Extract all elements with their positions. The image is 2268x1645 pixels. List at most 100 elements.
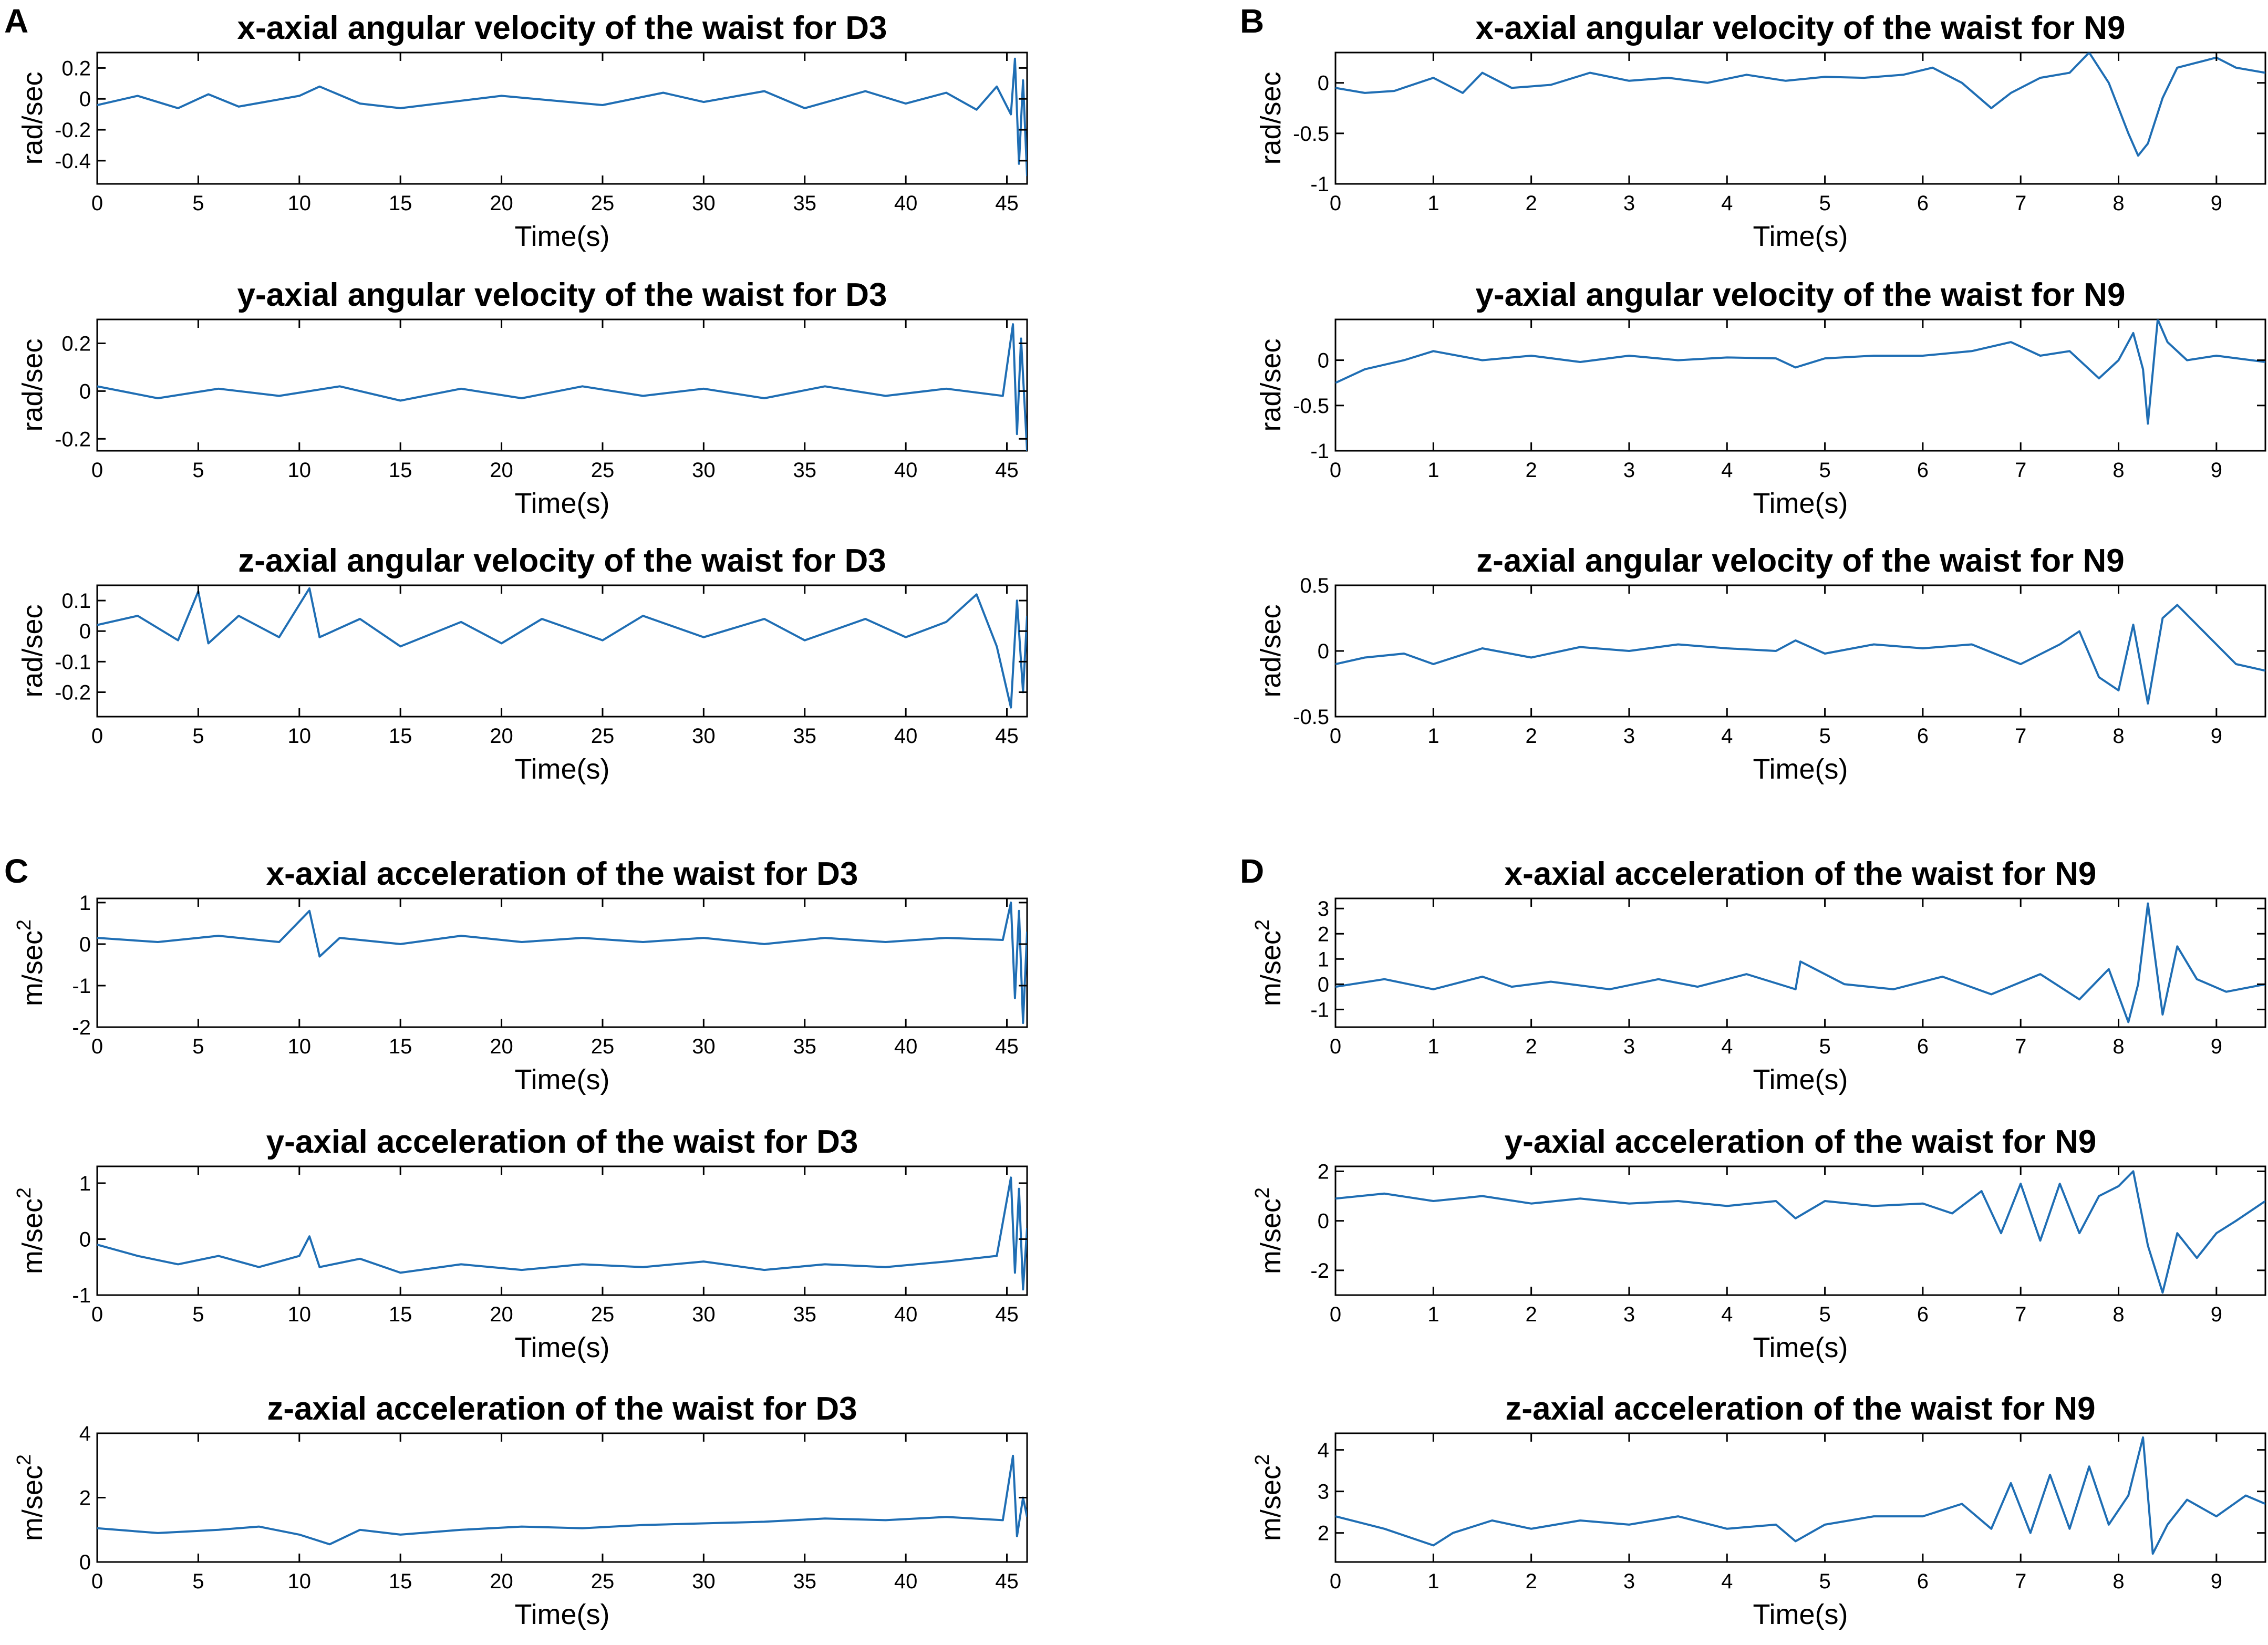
x-tick-label: 25 [591,1303,615,1326]
x-tick-label: 20 [490,1570,513,1593]
y-axis-label: m/sec2 [1251,1187,1287,1274]
subplot-b-2: y-axial angular velocity of the waist fo… [1255,277,2266,519]
subplot-b-3: z-axial angular velocity of the waist fo… [1255,543,2266,785]
series-line [1335,1436,2265,1555]
y-tick-label: 2 [79,1487,91,1510]
series-line [1335,604,2265,705]
y-axis-label: m/sec2 [13,919,48,1006]
subplot-c-1: x-axial acceleration of the waist for D3… [13,856,1028,1095]
x-tick-label: 15 [389,1303,412,1326]
x-tick-label: 4 [1721,192,1733,215]
x-tick-label: 20 [490,725,513,748]
y-tick-label: 4 [79,1422,91,1445]
x-tick-label: 5 [192,459,204,482]
x-tick-label: 2 [1526,459,1537,482]
x-tick-label: 0 [91,192,103,215]
x-tick-label: 4 [1721,1035,1733,1058]
y-tick-label: 0 [1318,72,1329,95]
y-tick-label: 0.2 [61,57,91,80]
y-tick-label: 0 [1318,1210,1329,1233]
y-axis-label: rad/sec [17,604,48,697]
subplot-c-2: y-axial acceleration of the waist for D3… [13,1124,1028,1363]
series-line [1335,1170,2265,1294]
panel-label-b: B [1240,2,1264,40]
x-tick-label: 15 [389,1570,412,1593]
x-tick-label: 45 [995,1570,1019,1593]
x-tick-label: 35 [793,1303,816,1326]
y-tick-label: 0 [1318,349,1329,373]
x-tick-label: 40 [894,1303,918,1326]
subplot-title: y-axial acceleration of the waist for D3 [266,1124,858,1160]
x-tick-label: 3 [1623,725,1635,748]
x-tick-label: 8 [2112,1035,2124,1058]
y-tick-label: -2 [72,1016,91,1039]
x-axis-label: Time(s) [1753,753,1848,785]
x-tick-label: 3 [1623,1303,1635,1326]
x-axis-label: Time(s) [1753,1064,1848,1095]
y-tick-label: -2 [1310,1259,1329,1282]
x-axis-label: Time(s) [515,753,610,785]
x-tick-label: 45 [995,192,1019,215]
x-tick-label: 30 [692,725,716,748]
x-tick-label: 45 [995,1303,1019,1326]
x-tick-label: 45 [995,459,1019,482]
x-axis-label: Time(s) [1753,488,1848,519]
series-line [97,901,1027,1025]
x-tick-label: 5 [1819,1570,1830,1593]
x-tick-label: 25 [591,1570,615,1593]
axes-box [1334,1432,2266,1563]
y-axis-label: rad/sec [1255,71,1287,164]
x-tick-label: 0 [1330,1570,1341,1593]
x-tick-label: 5 [192,1035,204,1058]
x-tick-label: 30 [692,1035,716,1058]
x-axis-label: Time(s) [1753,1599,1848,1630]
panel-label-d: D [1240,852,1264,890]
x-tick-label: 1 [1427,1035,1439,1058]
y-tick-label: 4 [1318,1439,1329,1462]
y-axis-label: rad/sec [1255,604,1287,697]
subplot-title: y-axial acceleration of the waist for N9 [1505,1124,2097,1160]
x-axis-label: Time(s) [515,221,610,252]
subplot-title: x-axial angular velocity of the waist fo… [237,10,887,46]
x-tick-label: 0 [1330,459,1341,482]
y-tick-label: -0.5 [1293,706,1329,729]
x-tick-label: 7 [2015,1570,2026,1593]
x-tick-label: 30 [692,459,716,482]
y-axis-label: rad/sec [1255,338,1287,431]
axes-box [1334,1165,2266,1296]
x-tick-label: 9 [2211,1303,2222,1326]
axes-box [96,897,1028,1028]
x-tick-label: 2 [1526,1035,1537,1058]
x-tick-label: 40 [894,725,918,748]
x-tick-label: 3 [1623,1570,1635,1593]
x-tick-label: 35 [793,459,816,482]
x-tick-label: 45 [995,725,1019,748]
x-tick-label: 7 [2015,192,2026,215]
axes-box [1334,318,2266,452]
x-axis-label: Time(s) [515,1332,610,1363]
y-tick-label: -0.4 [55,150,91,173]
subplot-title: y-axial angular velocity of the waist fo… [237,277,887,313]
x-tick-label: 15 [389,192,412,215]
y-tick-label: 2 [1318,1160,1329,1183]
subplot-title: x-axial angular velocity of the waist fo… [1476,10,2126,46]
x-tick-label: 7 [2015,1303,2026,1326]
y-tick-label: -1 [1310,173,1329,196]
subplot-a-3: z-axial angular velocity of the waist fo… [17,543,1028,785]
x-tick-label: 40 [894,1035,918,1058]
x-tick-label: 20 [490,1303,513,1326]
x-tick-label: 5 [1819,725,1830,748]
subplot-b-1: x-axial angular velocity of the waist fo… [1255,10,2266,252]
x-tick-label: 30 [692,192,716,215]
y-tick-label: 0.2 [61,332,91,355]
x-tick-label: 10 [288,1035,312,1058]
subplot-title: z-axial angular velocity of the waist fo… [238,543,886,579]
y-tick-label: -0.1 [55,650,91,674]
x-tick-label: 7 [2015,459,2026,482]
x-tick-label: 9 [2211,725,2222,748]
x-tick-label: 9 [2211,1570,2222,1593]
y-tick-label: 0.5 [1300,574,1329,597]
x-tick-label: 5 [192,1303,204,1326]
y-tick-label: 2 [1318,1522,1329,1545]
